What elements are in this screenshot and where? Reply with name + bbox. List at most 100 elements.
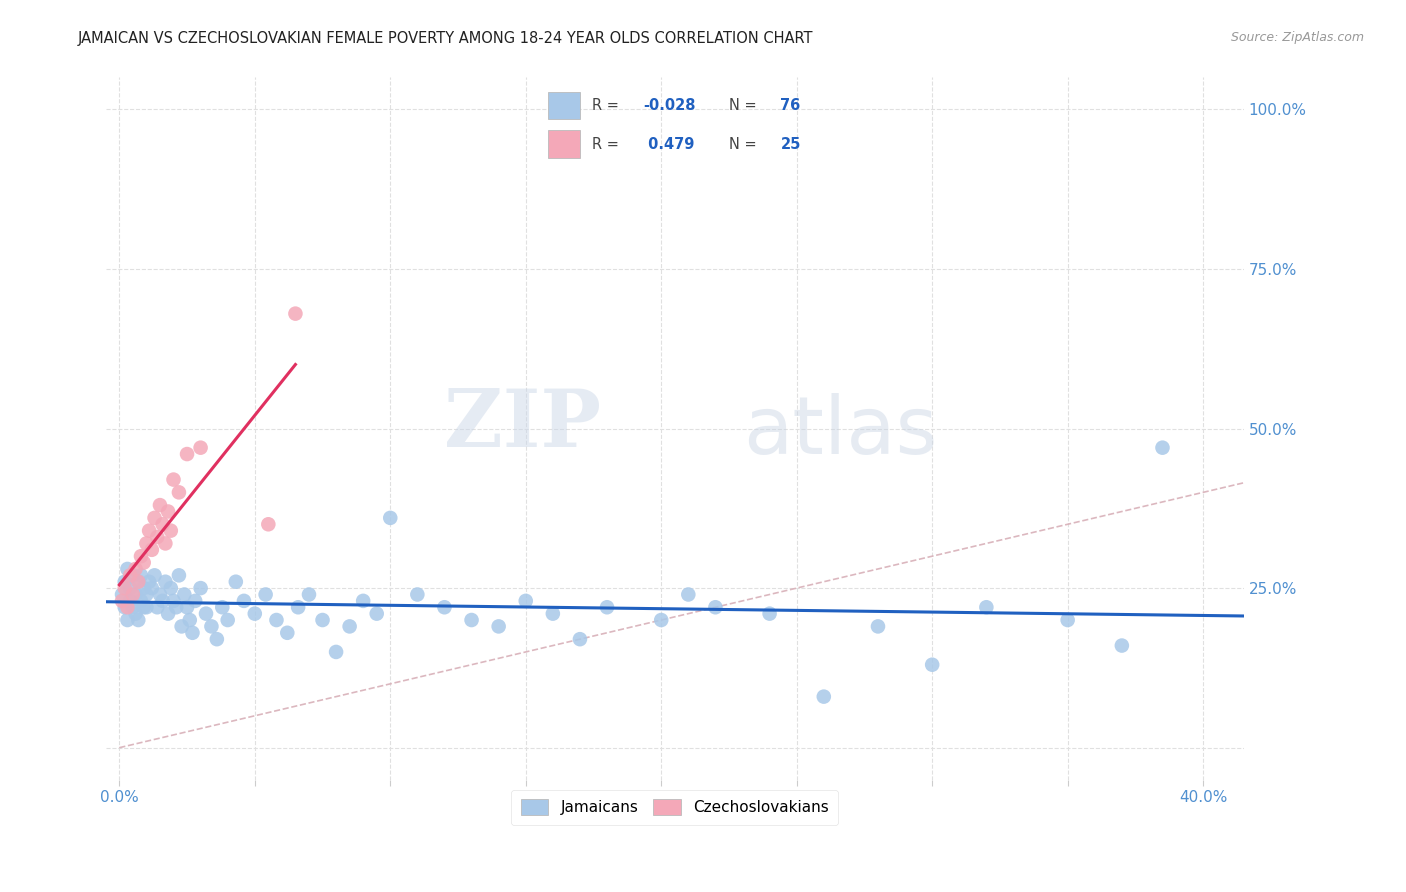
Point — [179, 613, 201, 627]
Point — [1111, 639, 1133, 653]
Point — [159, 581, 181, 595]
Point — [129, 568, 152, 582]
Point — [129, 549, 152, 564]
Point — [138, 574, 160, 589]
Text: JAMAICAN VS CZECHOSLOVAKIAN FEMALE POVERTY AMONG 18-24 YEAR OLDS CORRELATION CHA: JAMAICAN VS CZECHOSLOVAKIAN FEMALE POVER… — [77, 31, 813, 46]
Point — [366, 607, 388, 621]
Point — [135, 587, 157, 601]
Point — [117, 613, 139, 627]
Point — [132, 556, 155, 570]
Text: ZIP: ZIP — [444, 386, 600, 464]
Point — [921, 657, 943, 672]
Point — [233, 594, 256, 608]
Point — [152, 594, 174, 608]
Point — [120, 581, 142, 595]
Point — [157, 607, 180, 621]
Point — [176, 600, 198, 615]
Point — [205, 632, 228, 647]
Point — [243, 607, 266, 621]
Point — [339, 619, 361, 633]
Text: atlas: atlas — [742, 393, 938, 471]
Point — [200, 619, 222, 633]
Point — [1152, 441, 1174, 455]
Point — [276, 625, 298, 640]
Point — [758, 607, 780, 621]
Point — [135, 600, 157, 615]
Point — [127, 574, 149, 589]
Point — [149, 587, 172, 601]
Point — [120, 568, 142, 582]
Point — [515, 594, 537, 608]
Point — [380, 511, 402, 525]
Text: Source: ZipAtlas.com: Source: ZipAtlas.com — [1230, 31, 1364, 45]
Point — [176, 447, 198, 461]
Point — [155, 536, 177, 550]
Point — [976, 600, 998, 615]
Point — [162, 594, 184, 608]
Point — [121, 600, 143, 615]
Point — [138, 524, 160, 538]
Point — [117, 562, 139, 576]
Point — [143, 511, 166, 525]
Point — [162, 473, 184, 487]
Point — [146, 600, 169, 615]
Point — [121, 568, 143, 582]
Point — [1056, 613, 1078, 627]
Point — [596, 600, 619, 615]
Point — [678, 587, 700, 601]
Point — [488, 619, 510, 633]
Point — [257, 517, 280, 532]
Point — [325, 645, 347, 659]
Point — [173, 587, 195, 601]
Point — [460, 613, 482, 627]
Point — [124, 607, 146, 621]
Point — [211, 600, 233, 615]
Point — [287, 600, 309, 615]
Legend: Jamaicans, Czechoslovakians: Jamaicans, Czechoslovakians — [512, 790, 838, 824]
Point — [266, 613, 288, 627]
Point — [117, 600, 139, 615]
Point — [170, 619, 193, 633]
Point — [167, 568, 190, 582]
Point — [111, 587, 134, 601]
Point — [121, 587, 143, 601]
Point — [159, 524, 181, 538]
Point — [143, 568, 166, 582]
Point — [149, 498, 172, 512]
Point — [132, 581, 155, 595]
Point — [135, 536, 157, 550]
Point — [650, 613, 672, 627]
Point — [132, 600, 155, 615]
Point — [813, 690, 835, 704]
Point — [190, 581, 212, 595]
Point — [129, 594, 152, 608]
Point — [167, 485, 190, 500]
Point — [866, 619, 889, 633]
Point — [352, 594, 374, 608]
Point — [127, 574, 149, 589]
Point — [157, 504, 180, 518]
Point — [124, 562, 146, 576]
Point — [141, 542, 163, 557]
Point — [568, 632, 591, 647]
Point — [181, 625, 204, 640]
Point — [284, 307, 307, 321]
Point — [225, 574, 247, 589]
Point — [184, 594, 207, 608]
Point — [120, 594, 142, 608]
Point — [311, 613, 333, 627]
Point — [406, 587, 429, 601]
Point — [111, 594, 134, 608]
Point — [114, 574, 136, 589]
Point — [152, 517, 174, 532]
Point — [114, 581, 136, 595]
Point — [114, 600, 136, 615]
Point — [704, 600, 727, 615]
Point — [433, 600, 456, 615]
Point — [146, 530, 169, 544]
Point — [254, 587, 277, 601]
Point — [541, 607, 564, 621]
Point — [190, 441, 212, 455]
Point — [141, 581, 163, 595]
Point — [298, 587, 321, 601]
